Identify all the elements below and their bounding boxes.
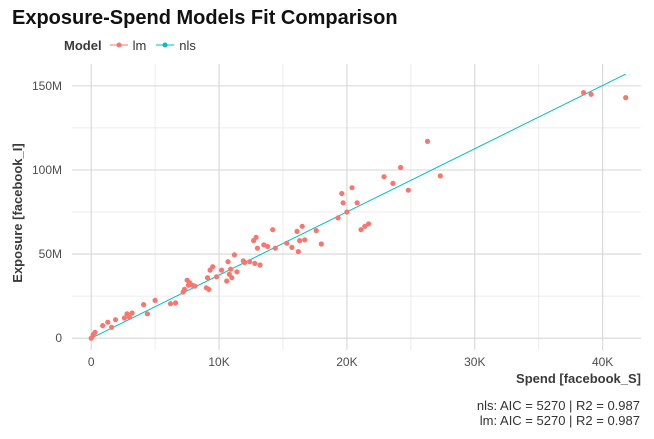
data-point-lm [167, 301, 174, 307]
data-point-lm [252, 260, 258, 266]
data-point-lm [234, 269, 240, 275]
data-point-lm [144, 311, 150, 317]
data-point-lm [270, 227, 276, 233]
y-tick-label: 150M [32, 79, 62, 93]
x-axis-title: Spend [facebook_S] [516, 371, 641, 386]
legend-key-lm [109, 42, 128, 48]
data-point-lm [289, 244, 295, 250]
data-point-lm [152, 297, 158, 303]
data-point-lm [253, 234, 259, 240]
data-point-lm [299, 223, 305, 229]
data-point-lm [173, 300, 179, 306]
data-point-lm [231, 252, 237, 258]
data-point-lm [424, 138, 431, 144]
legend-key-nls [156, 42, 175, 48]
data-point-lm [381, 174, 387, 180]
data-points [88, 90, 629, 341]
y-tick-label: 50M [39, 247, 62, 261]
legend-title: Model [64, 37, 102, 53]
y-tick-label: 100M [32, 163, 62, 177]
caption-lm: lm: AIC = 5270 | R2 = 0.987 [479, 413, 640, 428]
data-point-lm [254, 245, 260, 251]
data-point-lm [129, 310, 135, 316]
x-tick-label: 40K [592, 355, 613, 369]
legend-item-nls: nls [156, 38, 196, 53]
data-point-lm [362, 223, 368, 229]
data-point-lm [294, 228, 300, 234]
y-axis-ticks: 0 50M 100M 150M [32, 79, 62, 345]
data-point-lm [109, 324, 115, 330]
x-tick-label: 30K [464, 355, 485, 369]
data-point-lm [344, 209, 350, 215]
data-point-lm [213, 274, 220, 280]
x-tick-label: 20K [336, 355, 357, 369]
data-point-lm [358, 227, 364, 233]
data-point-lm [390, 180, 396, 186]
data-point-lm [228, 266, 234, 272]
legend-label-nls: nls [179, 37, 196, 53]
data-point-lm [112, 317, 119, 323]
data-point-lm [204, 275, 211, 281]
data-point-lm [437, 173, 443, 179]
data-point-lm [100, 323, 106, 329]
y-axis-title: Exposure [facebook_I] [10, 143, 25, 282]
caption: nls: AIC = 5270 | R2 = 0.987 lm: AIC = 5… [477, 398, 640, 428]
data-point-lm [366, 221, 372, 227]
data-point-lm [302, 237, 308, 243]
grid-major [72, 64, 641, 350]
data-point-lm [405, 187, 411, 193]
data-point-lm [295, 249, 301, 255]
data-point-lm [313, 228, 319, 234]
fit-lines [90, 73, 626, 339]
data-point-lm [339, 190, 345, 197]
data-point-lm [265, 243, 271, 250]
y-tick-label: 0 [55, 331, 62, 345]
chart-title: Exposure-Spend Models Fit Comparison [12, 7, 398, 29]
fit-line-nls [90, 73, 626, 339]
x-tick-label: 10K [208, 355, 229, 369]
data-point-lm [192, 283, 198, 289]
data-point-lm [225, 259, 231, 265]
data-point-lm [224, 278, 230, 284]
data-point-lm [242, 259, 248, 266]
data-point-lm [126, 314, 133, 320]
data-point-lm [354, 200, 360, 206]
caption-nls: nls: AIC = 5270 | R2 = 0.987 [476, 398, 640, 413]
legend-label-lm: lm [132, 37, 147, 53]
data-point-lm [272, 245, 278, 251]
data-point-lm [92, 329, 98, 335]
x-axis-ticks: 0 10K 20K 30K 40K [88, 355, 613, 369]
data-point-lm [284, 240, 290, 246]
data-point-lm [219, 267, 225, 273]
data-point-lm [141, 302, 147, 308]
data-point-lm [210, 264, 216, 270]
data-point-lm [335, 215, 341, 221]
data-point-lm [181, 286, 188, 292]
data-point-lm [398, 164, 404, 171]
data-point-lm [318, 241, 324, 247]
x-tick-label: 0 [88, 355, 95, 369]
data-point-lm [257, 262, 263, 268]
data-point-lm [340, 200, 346, 206]
data-point-lm [588, 91, 594, 97]
data-point-lm [349, 185, 355, 191]
data-point-lm [580, 90, 587, 96]
data-point-lm [105, 319, 111, 325]
data-point-lm [206, 286, 212, 292]
data-point-lm [623, 95, 629, 101]
legend: Model lm nls [64, 37, 206, 53]
data-point-lm [247, 259, 253, 265]
legend-item-lm: lm [109, 37, 147, 53]
data-point-lm [229, 275, 235, 281]
data-point-lm [121, 315, 127, 321]
data-point-lm [297, 238, 303, 244]
